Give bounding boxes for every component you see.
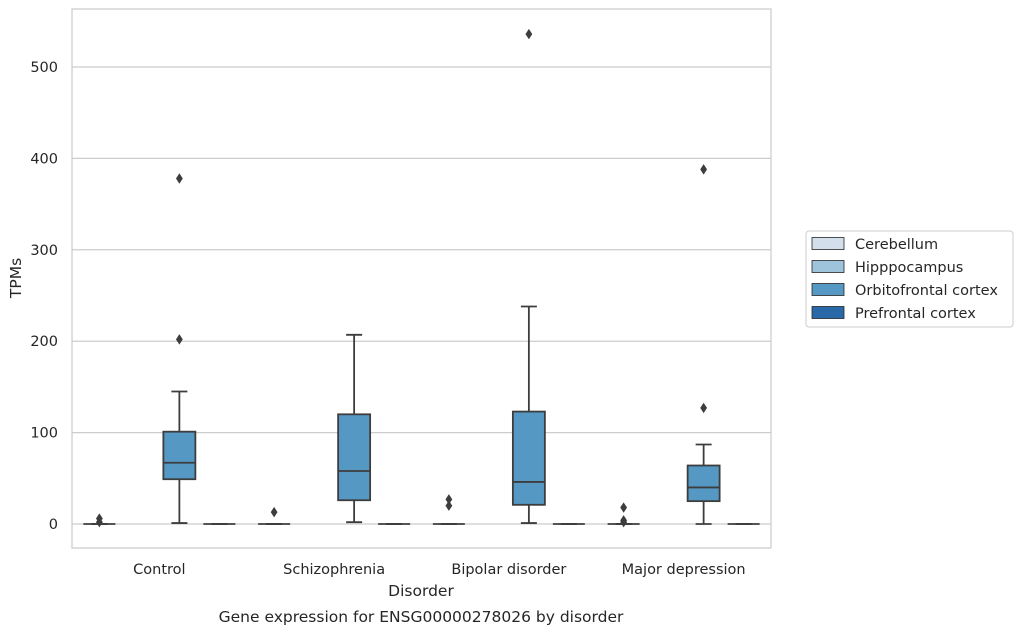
- tick-labels: 0 100 200 300 400 500 Control Schizophrenia Bipo…: [30, 60, 745, 578]
- y-tick-label-300: 300: [30, 243, 58, 259]
- box-2-3: [337, 333, 372, 524]
- box-3-1: [432, 494, 465, 525]
- box-2-1: [258, 506, 291, 525]
- outlier-3: [620, 516, 628, 528]
- outlier-1: [175, 173, 183, 184]
- legend-swatch-1: [811, 237, 845, 250]
- legend-swatch-2: [811, 260, 845, 273]
- x-tick-label-4: Major depression: [622, 562, 746, 578]
- outlier-2: [175, 334, 183, 345]
- outlier-2: [700, 402, 708, 414]
- y-tick-label-0: 0: [49, 517, 58, 533]
- y-tick-label-400: 400: [30, 151, 58, 167]
- y-axis-label: TPMs: [7, 258, 25, 299]
- y-tick-label-500: 500: [30, 60, 58, 76]
- outlier-1: [445, 494, 453, 505]
- box-body: [337, 413, 372, 502]
- x-tick-label-2: Schizophrenia: [283, 562, 385, 578]
- legend-label-2: Hipppocampus: [855, 260, 963, 276]
- x-axis-label: Disorder: [388, 582, 454, 600]
- box-4-3: [686, 164, 721, 525]
- outlier-1: [525, 28, 533, 40]
- chart-caption: Gene expression for ENSG00000278026 by d…: [219, 608, 624, 626]
- box-1-3: [162, 173, 197, 524]
- box-1-1: [83, 513, 116, 528]
- legend-label-4: Prefrontal cortex: [855, 306, 976, 322]
- outlier-1: [620, 502, 628, 513]
- legend-swatch-4: [811, 306, 845, 319]
- box-layer: [83, 28, 760, 528]
- box-body: [686, 464, 721, 503]
- legend-swatch-3: [811, 283, 845, 296]
- legend-label-1: Cerebellum: [855, 237, 938, 253]
- y-tick-label-100: 100: [30, 426, 58, 442]
- outlier-2: [95, 516, 103, 528]
- box-4-1: [607, 502, 640, 528]
- legend: Cerebellum Hipppocampus Orbitofrontal cort…: [805, 230, 1014, 328]
- x-tick-label-3: Bipolar disorder: [451, 562, 566, 578]
- outlier-2: [445, 500, 453, 511]
- box-body: [162, 430, 197, 481]
- y-tick-label-200: 200: [30, 334, 58, 350]
- plot-frame: [71, 8, 772, 549]
- box-body: [511, 410, 546, 506]
- legend-label-3: Orbitofrontal cortex: [855, 283, 998, 299]
- box-3-3: [511, 28, 546, 524]
- legend-frame: [805, 230, 1014, 328]
- outlier-1: [700, 164, 708, 175]
- x-tick-label-1: Control: [133, 562, 185, 578]
- outlier-1: [270, 506, 278, 518]
